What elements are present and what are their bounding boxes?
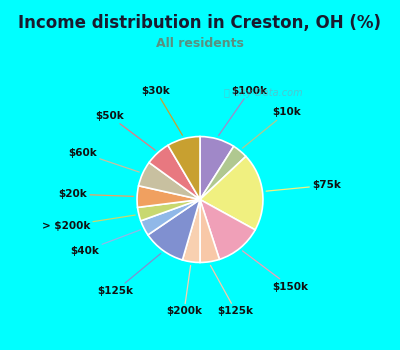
Text: $20k: $20k xyxy=(58,189,134,199)
Wedge shape xyxy=(200,199,220,262)
Text: $40k: $40k xyxy=(70,230,141,256)
Text: > $200k: > $200k xyxy=(42,215,135,231)
Text: Income distribution in Creston, OH (%): Income distribution in Creston, OH (%) xyxy=(18,14,382,32)
Wedge shape xyxy=(200,156,263,230)
Wedge shape xyxy=(168,136,200,199)
Wedge shape xyxy=(182,199,200,262)
Text: $10k: $10k xyxy=(242,107,301,148)
Wedge shape xyxy=(137,186,200,208)
Text: Ⓜ City-Data.com: Ⓜ City-Data.com xyxy=(224,88,302,98)
Wedge shape xyxy=(200,199,255,259)
Text: $100k: $100k xyxy=(218,86,268,135)
Text: $75k: $75k xyxy=(266,180,341,191)
Wedge shape xyxy=(200,146,246,199)
Text: All residents: All residents xyxy=(156,37,244,50)
Wedge shape xyxy=(138,199,200,221)
Wedge shape xyxy=(138,162,200,199)
Text: $200k: $200k xyxy=(166,266,202,316)
Text: $125k: $125k xyxy=(98,253,161,296)
Wedge shape xyxy=(200,136,234,199)
Wedge shape xyxy=(148,199,200,260)
Text: $150k: $150k xyxy=(242,251,308,292)
Text: $125k: $125k xyxy=(210,265,254,316)
Text: $50k: $50k xyxy=(95,111,155,150)
Wedge shape xyxy=(149,145,200,200)
Wedge shape xyxy=(141,199,200,235)
Text: $30k: $30k xyxy=(142,85,182,135)
Text: $60k: $60k xyxy=(68,148,139,172)
